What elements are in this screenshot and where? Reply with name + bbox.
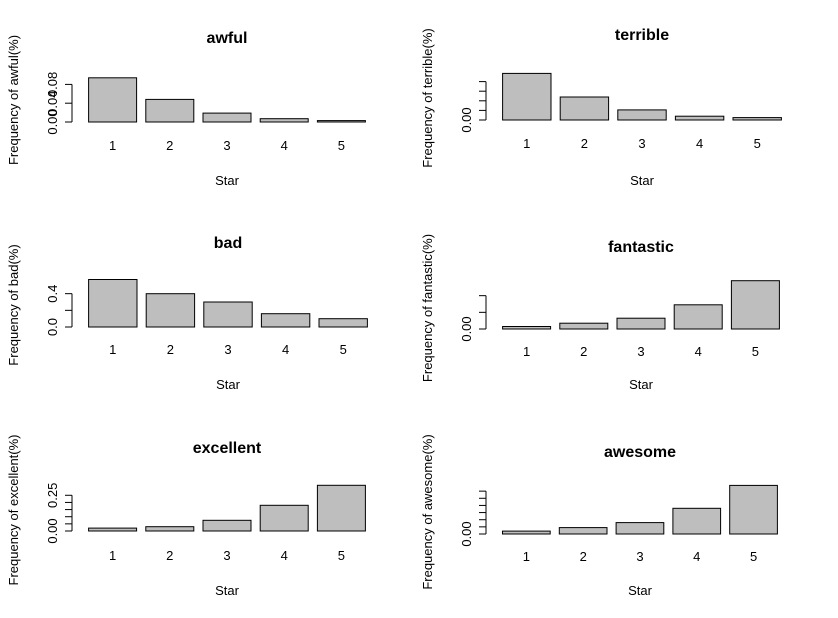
x-tick-label: 2 (166, 138, 173, 153)
x-tick-label: 4 (693, 549, 700, 564)
y-axis-label: Frequency of fantastic(%) (420, 234, 435, 382)
y-tick-label: 0.08 (45, 72, 60, 97)
bar-fantastic-4 (673, 304, 723, 330)
x-tick-label: 4 (282, 342, 289, 357)
y-axis-label: Frequency of terrible(%) (420, 28, 435, 167)
y-axis-label: Frequency of awesome(%) (420, 434, 435, 589)
x-tick-label: 5 (338, 548, 345, 563)
bar-fantastic-2 (559, 322, 609, 330)
bar-awesome-1 (502, 530, 551, 535)
x-tick-label: 2 (580, 344, 587, 359)
x-tick-label: 3 (637, 344, 644, 359)
x-tick-label: 5 (338, 138, 345, 153)
bar-awesome-5 (729, 484, 778, 535)
y-tick-label: 0.04 (45, 91, 60, 116)
bar-excellent-4 (259, 504, 309, 532)
panel-excellent: 1 2 3 4 5 0.00 0.25 excellent Star Frequency of e… (6, 434, 366, 598)
bar-awful-1 (88, 77, 138, 123)
panel-awful: 1 2 3 4 5 0.000.040.08 awful Star Frequency of a… (6, 30, 366, 188)
bar-terrible-1 (502, 72, 552, 121)
bar-excellent-3 (202, 519, 252, 532)
x-tick-label: 2 (581, 136, 588, 151)
x-axis-label: Star (215, 583, 240, 598)
x-tick-label: 2 (167, 342, 174, 357)
y-tick-label: 0.0 (45, 318, 60, 336)
x-tick-label: 5 (752, 344, 759, 359)
bar-bad-5 (318, 318, 368, 328)
x-tick-label: 3 (636, 549, 643, 564)
panel-bad: 1 2 3 4 5 0.0 0.4 bad Star Frequency of bad(%) (6, 235, 368, 392)
x-tick-label: 1 (109, 138, 116, 153)
y-axis-label: Frequency of excellent(%) (6, 434, 21, 585)
panel-terrible: 1 2 3 4 5 0.00 terrible Star Frequency of terrib… (420, 27, 782, 188)
bar-terrible-3 (617, 109, 667, 121)
x-tick-label: 4 (281, 548, 288, 563)
bar-bad-2 (145, 293, 196, 328)
bar-bad-3 (203, 301, 253, 328)
y-tick-label: 0.00 (45, 109, 60, 134)
panel-title: excellent (193, 440, 262, 457)
bar-awful-5 (316, 120, 366, 123)
x-tick-label: 2 (580, 549, 587, 564)
x-tick-label: 2 (166, 548, 173, 563)
bar-fantastic-5 (730, 280, 780, 330)
bar-terrible-2 (559, 96, 610, 121)
panel-awesome: 1 2 3 4 5 0.00 awesome Star Frequency of awesome… (420, 434, 778, 598)
panel-title: bad (214, 235, 242, 252)
bar-awful-4 (259, 118, 309, 123)
bar-terrible-5 (732, 117, 782, 121)
x-tick-label: 5 (754, 136, 761, 151)
bar-excellent-5 (316, 484, 366, 532)
x-axis-label: Star (215, 173, 240, 188)
x-tick-label: 1 (109, 342, 116, 357)
bar-terrible-4 (674, 115, 725, 121)
y-axis-label: Frequency of awful(%) (6, 35, 21, 165)
bar-awesome-3 (615, 522, 665, 535)
x-tick-label: 4 (696, 136, 703, 151)
x-tick-label: 1 (523, 136, 530, 151)
panel-title: terrible (615, 27, 669, 44)
y-tick-label: 0.00 (45, 518, 60, 543)
x-tick-label: 1 (523, 344, 530, 359)
x-tick-label: 4 (281, 138, 288, 153)
x-tick-label: 3 (224, 342, 231, 357)
x-tick-label: 5 (340, 342, 347, 357)
x-axis-label: Star (630, 173, 655, 188)
y-tick-label: 0.00 (459, 107, 474, 132)
bar-bad-4 (260, 313, 311, 328)
x-axis-label: Star (628, 583, 653, 598)
bar-excellent-2 (145, 526, 195, 532)
x-tick-label: 3 (223, 138, 230, 153)
panel-fantastic: 1 2 3 4 5 0.00 fantastic Star Frequency of fanta… (420, 234, 780, 392)
x-tick-label: 1 (523, 549, 530, 564)
y-tick-label: 0.00 (459, 316, 474, 341)
panel-title: fantastic (608, 239, 674, 256)
bar-fantastic-1 (502, 326, 552, 330)
x-tick-label: 5 (750, 549, 757, 564)
bar-awesome-2 (558, 527, 608, 535)
x-tick-label: 3 (638, 136, 645, 151)
bar-awful-2 (145, 98, 195, 123)
x-tick-label: 3 (223, 548, 230, 563)
x-tick-label: 4 (695, 344, 702, 359)
bar-bad-1 (88, 279, 138, 328)
panel-title: awful (207, 30, 248, 47)
x-axis-label: Star (629, 377, 654, 392)
bar-awesome-4 (672, 507, 722, 535)
x-axis-label: Star (216, 377, 241, 392)
y-tick-label: 0.00 (459, 521, 474, 546)
y-tick-label: 0.4 (45, 285, 60, 303)
bar-excellent-1 (88, 527, 138, 532)
y-tick-label: 0.25 (45, 483, 60, 508)
x-tick-label: 1 (109, 548, 116, 563)
bar-fantastic-3 (616, 317, 666, 330)
y-axis-label: Frequency of bad(%) (6, 244, 21, 365)
bar-awful-3 (202, 112, 252, 123)
panel-title: awesome (604, 444, 676, 461)
